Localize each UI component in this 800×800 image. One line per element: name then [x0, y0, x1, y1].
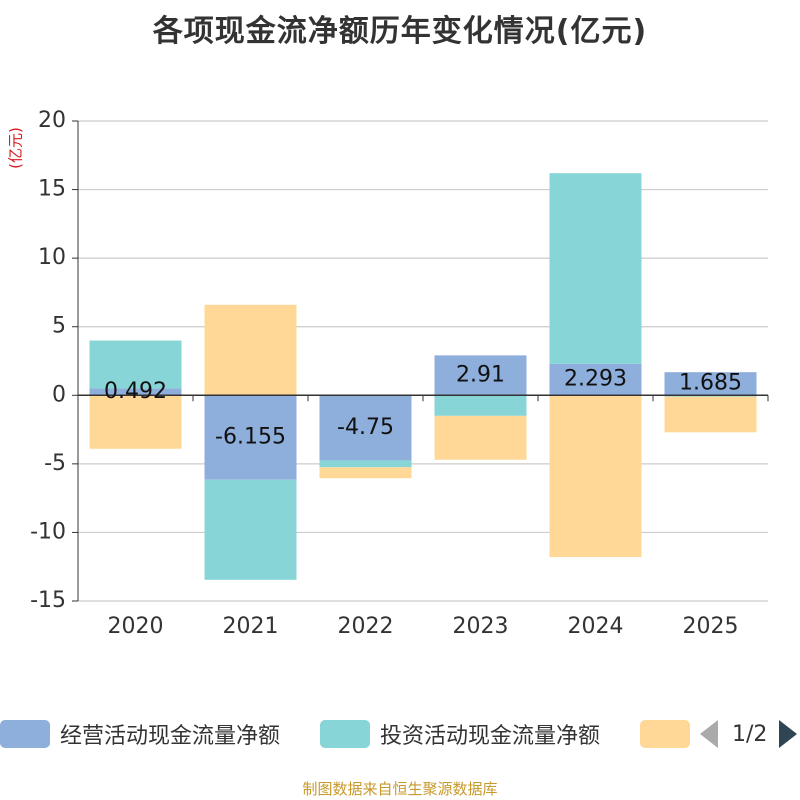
- y-tick-label: 15: [38, 177, 66, 202]
- bar-operating-2024: [549, 363, 642, 396]
- x-tick-label-2025: 2025: [683, 614, 739, 639]
- data-label-2025: 1.685: [679, 371, 742, 396]
- bar-operating-2023: [434, 355, 527, 396]
- y-tick-label: -5: [44, 451, 66, 476]
- bar-investing-2022: [319, 460, 412, 468]
- legend-label-investing: 投资活动现金流量净额: [380, 724, 601, 749]
- bar-investing-2023: [434, 395, 527, 416]
- bar-financing-2024: [549, 395, 642, 558]
- x-tick-label-2022: 2022: [338, 614, 394, 639]
- bar-operating-2021: [204, 395, 297, 480]
- bar-financing-2020: [89, 395, 182, 449]
- y-axis-unit-text: (亿元): [7, 127, 25, 169]
- legend-item-financing[interactable]: [640, 720, 700, 748]
- bar-financing-2022: [319, 467, 412, 479]
- y-tick-label: 5: [52, 314, 66, 339]
- y-tick-label: 10: [38, 245, 66, 270]
- legend-label-operating: 经营活动现金流量净额: [60, 724, 281, 749]
- pager-prev-icon[interactable]: [700, 720, 718, 748]
- x-tick-label-2023: 2023: [453, 614, 509, 639]
- bar-investing-2020: [89, 340, 182, 389]
- x-tick-label-2020: 2020: [108, 614, 164, 639]
- legend: 经营活动现金流量净额 投资活动现金流量净额 1/2: [0, 714, 800, 754]
- x-tick-label-2021: 2021: [223, 614, 279, 639]
- bar-investing-2021: [204, 479, 297, 580]
- y-tick-label: -15: [30, 588, 66, 613]
- bar-operating-2020: [89, 388, 182, 396]
- pager-next-icon[interactable]: [779, 720, 798, 748]
- y-tick-label: -10: [30, 519, 66, 544]
- legend-swatch-investing: [320, 720, 370, 748]
- chart-title: 各项现金流净额历年变化情况(亿元): [152, 14, 648, 49]
- pager-text: 1/2: [732, 721, 768, 747]
- y-tick-label: 20: [38, 108, 66, 133]
- legend-swatch-financing: [640, 720, 690, 748]
- legend-item-operating[interactable]: 经营活动现金流量净额: [0, 720, 281, 749]
- data-label-2022: -4.75: [337, 415, 394, 440]
- x-tick-label-2024: 2024: [568, 614, 624, 639]
- y-tick-label: 0: [52, 382, 66, 407]
- data-label-2023: 2.91: [456, 362, 505, 387]
- bar-operating-2022: [319, 395, 412, 461]
- y-axis-unit: (亿元): [7, 127, 25, 169]
- data-label-2020: 0.492: [104, 379, 167, 404]
- bar-financing-2021: [204, 304, 297, 396]
- legend-pager: 1/2: [700, 718, 798, 750]
- legend-swatch-operating: [0, 720, 50, 748]
- legend-item-investing[interactable]: 投资活动现金流量净额: [320, 720, 601, 749]
- data-label-2024: 2.293: [564, 367, 627, 392]
- bar-operating-2025: [664, 372, 757, 396]
- source-note: 制图数据来自恒生聚源数据库: [302, 780, 498, 798]
- bar-investing-2024: [549, 173, 642, 364]
- chart-canvas: -15 -10 -5 0 5 10 15 20 0.492 -6.155 -4.75 2.91 2.29…: [30, 108, 769, 639]
- bar-financing-2025: [664, 396, 757, 433]
- data-label-2021: -6.155: [215, 424, 286, 449]
- bar-financing-2023: [434, 415, 527, 460]
